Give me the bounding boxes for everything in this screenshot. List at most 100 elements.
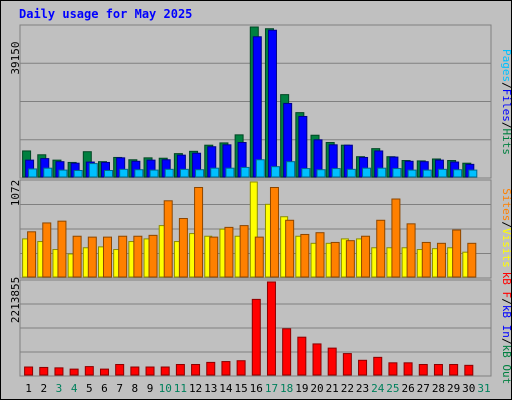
legend-hits: Hits bbox=[500, 129, 512, 156]
legend-sep-3: / bbox=[500, 221, 512, 228]
day-label: 4 bbox=[71, 382, 78, 395]
sites-bar bbox=[436, 242, 446, 278]
kbytes-bar bbox=[327, 347, 337, 376]
kbytes-bar bbox=[130, 366, 140, 376]
pages-bar bbox=[255, 159, 265, 178]
kbytes-bar bbox=[312, 343, 322, 376]
sites-bar bbox=[72, 235, 82, 278]
pages-bar bbox=[301, 168, 311, 178]
day-label: 18 bbox=[280, 382, 293, 395]
day-label: 13 bbox=[204, 382, 217, 395]
kbytes-bar bbox=[99, 368, 109, 376]
day-label: 2 bbox=[40, 382, 47, 395]
legend-visits: Visits bbox=[500, 228, 512, 268]
pages-bar bbox=[346, 168, 356, 178]
sites-bar bbox=[148, 234, 158, 278]
sites-bar bbox=[467, 242, 477, 278]
day-label: 15 bbox=[234, 382, 247, 395]
sites-bar bbox=[421, 241, 431, 278]
kbytes-bar bbox=[388, 362, 398, 376]
pages-bar bbox=[422, 169, 432, 178]
day-label: 1 bbox=[25, 382, 32, 395]
day-label: 21 bbox=[326, 382, 339, 395]
day-label: 24 bbox=[371, 382, 385, 395]
top-legend: Pages/Files/Hits bbox=[500, 49, 512, 155]
kbytes-bar bbox=[403, 362, 413, 376]
files-bar bbox=[252, 36, 262, 178]
pages-bar bbox=[407, 169, 417, 178]
pages-bar bbox=[210, 167, 220, 178]
day-label: 31 bbox=[477, 382, 490, 395]
sites-bar bbox=[163, 200, 173, 278]
sites-bar bbox=[345, 240, 355, 278]
kbytes-bar bbox=[449, 363, 459, 376]
kbytes-bar bbox=[24, 366, 34, 376]
legend-sep-1: / bbox=[500, 82, 512, 89]
visits-bar bbox=[249, 181, 258, 278]
day-label: 5 bbox=[86, 382, 93, 395]
kbytes-bar bbox=[251, 298, 261, 376]
sites-bar bbox=[224, 226, 234, 278]
chart-title: Daily usage for May 2025 bbox=[19, 7, 192, 21]
kbytes-bar bbox=[373, 356, 383, 376]
day-label: 6 bbox=[101, 382, 108, 395]
day-label: 17 bbox=[265, 382, 278, 395]
sites-bar bbox=[376, 219, 386, 278]
kbytes-bar bbox=[418, 363, 428, 376]
kbytes-bar bbox=[206, 361, 216, 376]
middle-max-label: 1072 bbox=[9, 180, 22, 207]
sites-bar bbox=[452, 229, 462, 278]
sites-bar bbox=[133, 235, 143, 278]
pages-bar bbox=[149, 169, 159, 178]
day-label: 20 bbox=[310, 382, 323, 395]
day-label: 19 bbox=[295, 382, 308, 395]
day-label: 9 bbox=[147, 382, 154, 395]
day-label: 8 bbox=[132, 382, 139, 395]
kbytes-bar bbox=[221, 361, 231, 376]
pages-bar bbox=[392, 168, 402, 178]
sites-bar bbox=[57, 220, 67, 278]
kbytes-bar bbox=[160, 366, 170, 376]
day-label: 10 bbox=[159, 382, 172, 395]
x-axis-day-labels: 1 2 3 4 5 6 7 8 9 10 11 12 13 14 15 16 17 18 19 20 21 22 23 24 2… bbox=[25, 382, 490, 395]
bottom-legend: kB F/kB In/kB Out bbox=[500, 272, 512, 385]
pages-bar bbox=[468, 169, 478, 178]
kbytes-bar bbox=[342, 353, 352, 376]
kbytes-bar bbox=[115, 363, 125, 376]
pages-bar bbox=[103, 169, 113, 178]
pages-bar bbox=[362, 167, 372, 178]
day-label: 30 bbox=[462, 382, 475, 395]
pages-bar bbox=[179, 168, 189, 178]
day-label: 14 bbox=[219, 382, 233, 395]
pages-bar bbox=[119, 168, 129, 178]
legend-kb-out: kB Out bbox=[500, 345, 512, 385]
middle-legend: Sites/Visits bbox=[500, 188, 512, 268]
sites-bar bbox=[330, 241, 340, 278]
sites-bar bbox=[406, 223, 416, 278]
files-bar bbox=[267, 29, 277, 178]
kbytes-bar bbox=[39, 366, 49, 376]
legend-sites: Sites bbox=[500, 188, 512, 221]
day-label: 3 bbox=[56, 382, 63, 395]
sites-bar bbox=[300, 233, 310, 278]
sites-bar bbox=[361, 235, 371, 278]
pages-bar bbox=[331, 168, 341, 178]
kbytes-bar bbox=[69, 368, 79, 376]
legend-sep-5: / bbox=[500, 338, 512, 345]
top-max-label: 39150 bbox=[9, 41, 22, 74]
sites-bar bbox=[209, 236, 219, 278]
kbytes-bar bbox=[297, 336, 307, 376]
pages-bar bbox=[195, 169, 205, 178]
day-label: 29 bbox=[447, 382, 460, 395]
middle-panel: 1072 Sites/Visits bbox=[9, 179, 512, 279]
pages-bar bbox=[377, 167, 387, 178]
kbytes-bar bbox=[266, 281, 276, 376]
kbytes-bar bbox=[282, 328, 292, 376]
bottom-panel: 2213855 kB F/kB In/kB Out bbox=[9, 272, 512, 385]
kbytes-bar bbox=[175, 363, 185, 376]
day-label: 25 bbox=[386, 382, 399, 395]
day-label: 26 bbox=[401, 382, 414, 395]
day-label: 27 bbox=[417, 382, 430, 395]
pages-bar bbox=[88, 163, 98, 178]
day-label: 22 bbox=[341, 382, 354, 395]
